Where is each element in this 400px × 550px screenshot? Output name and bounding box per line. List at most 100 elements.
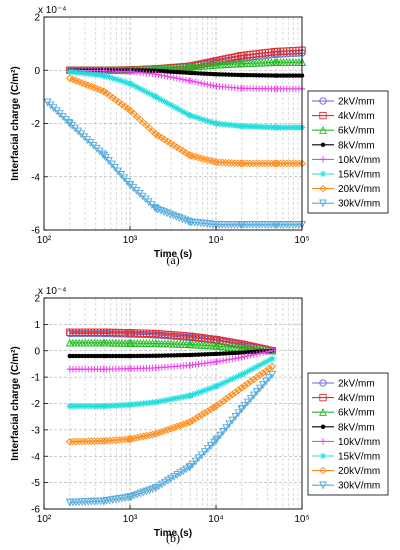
series-marker — [179, 467, 188, 476]
data-point — [238, 85, 246, 92]
series-marker — [189, 391, 196, 398]
series-marker — [224, 158, 233, 167]
series-marker — [127, 435, 136, 443]
series-marker — [194, 79, 202, 86]
data-point — [126, 493, 134, 502]
series-marker — [164, 476, 172, 485]
legend-entry: 8kV/mm — [312, 422, 375, 433]
series-marker — [262, 358, 270, 366]
series-8 — [65, 370, 277, 507]
series-marker — [163, 137, 172, 146]
data-point — [239, 72, 245, 78]
legend-entry: 2kV/mm — [312, 379, 375, 390]
series-marker — [161, 98, 168, 105]
series-marker — [108, 93, 117, 102]
series-marker — [198, 115, 205, 123]
series-marker — [231, 413, 240, 421]
legend-marker — [319, 97, 327, 105]
series-marker — [207, 81, 214, 89]
series-marker — [241, 353, 248, 360]
series-marker — [111, 96, 120, 104]
series-marker — [216, 399, 224, 408]
series-4 — [67, 348, 275, 359]
data-point — [100, 151, 109, 160]
series-marker — [247, 366, 254, 374]
series-marker — [154, 482, 163, 491]
series-marker — [252, 388, 261, 397]
series-marker — [78, 437, 86, 446]
data-point — [66, 366, 74, 373]
series-marker — [87, 437, 96, 446]
y-tick-label: -4 — [31, 452, 40, 463]
series-marker — [145, 431, 154, 439]
series-marker — [130, 434, 139, 443]
data-point — [272, 85, 280, 93]
legend-label: 20kV/mm — [338, 184, 380, 195]
legend-marker — [320, 142, 326, 148]
series-marker — [249, 375, 258, 384]
series-marker — [198, 388, 205, 395]
series-marker — [158, 72, 165, 79]
series-marker — [167, 474, 175, 483]
data-point — [126, 435, 134, 443]
series-marker — [255, 159, 264, 168]
series-marker — [229, 375, 236, 383]
series-marker — [203, 445, 212, 453]
series-marker — [176, 106, 184, 114]
series-marker — [170, 395, 178, 402]
series-marker — [136, 85, 144, 92]
series-marker — [223, 378, 230, 385]
data-point — [212, 402, 220, 410]
series-marker — [241, 369, 248, 377]
legend-marker — [319, 379, 327, 387]
data-point — [126, 181, 134, 189]
data-point — [186, 392, 194, 399]
series-marker — [194, 412, 203, 421]
series-marker — [164, 396, 172, 404]
series-marker — [221, 158, 230, 167]
data-point — [212, 60, 220, 69]
legend-label: 4kV/mm — [338, 393, 375, 404]
series-marker — [246, 159, 254, 168]
series-marker — [198, 79, 205, 87]
data-point — [151, 339, 160, 348]
series-marker — [200, 409, 209, 417]
legend-label: 6kV/mm — [338, 126, 375, 137]
legend-entry: 30kV/mm — [312, 199, 380, 210]
data-point — [152, 93, 160, 101]
series-marker — [222, 395, 231, 403]
legend-marker — [319, 481, 327, 490]
data-point — [272, 58, 281, 66]
series-marker — [255, 384, 264, 393]
series-marker — [133, 433, 142, 442]
data-point — [187, 352, 193, 358]
data-point — [126, 329, 134, 337]
data-point — [101, 353, 107, 359]
series-marker — [173, 394, 181, 402]
series-marker — [166, 210, 175, 219]
x-axis-label: Time (s) — [154, 249, 192, 260]
legend-marker — [320, 424, 326, 430]
legend-marker — [319, 393, 327, 402]
series-marker — [207, 118, 214, 125]
data-point — [100, 338, 109, 347]
series-marker — [191, 113, 199, 121]
series-marker — [252, 159, 261, 168]
data-point — [212, 341, 220, 350]
chart-panel-2: 10² 10³ 10⁴ 10⁵ -6 -5 -4 -3 -2 -1 0 1 2x 10⁻⁴ Time (s… — [10, 286, 389, 545]
series-marker — [148, 430, 157, 439]
series-marker — [121, 78, 129, 86]
series-marker — [112, 75, 119, 83]
data-point — [67, 353, 73, 359]
series-marker — [109, 75, 116, 82]
legend-label: 6kV/mm — [338, 408, 375, 419]
series-line — [69, 331, 273, 352]
legend-marker — [319, 466, 327, 475]
series-marker — [234, 409, 243, 418]
series-marker — [178, 215, 187, 224]
series-marker — [192, 390, 199, 397]
series-marker — [105, 436, 114, 445]
series-marker — [158, 397, 166, 405]
series-marker — [167, 73, 174, 81]
legend-marker — [319, 156, 327, 163]
